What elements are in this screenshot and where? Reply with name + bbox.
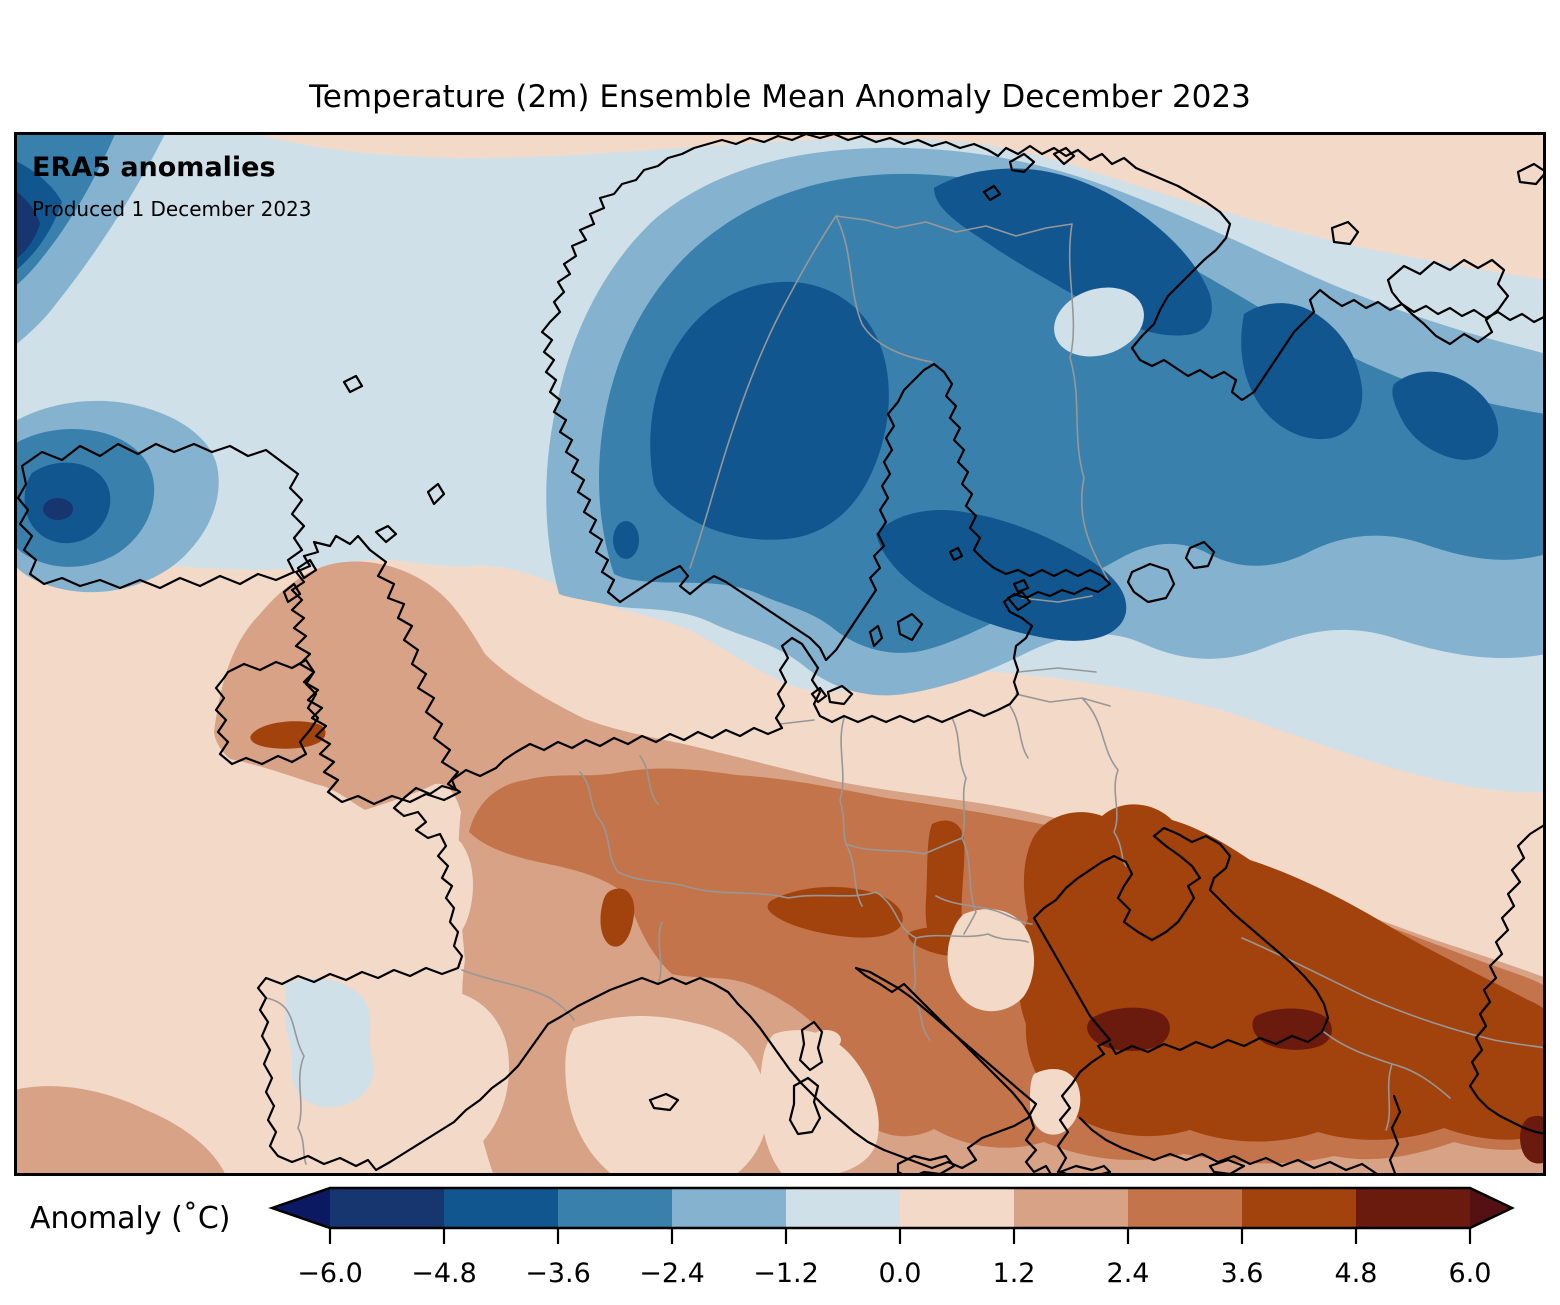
fill-cold-core-sweden	[650, 281, 889, 540]
colorbar-under-arrow	[272, 1188, 330, 1228]
produced-label: Produced 1 December 2023	[32, 197, 312, 221]
colorbar-tick-label: 0.0	[879, 1258, 922, 1289]
fill-pale-white-sea	[1054, 287, 1144, 357]
coastline-aegean-black-sea	[1032, 826, 1330, 1174]
coastline-great-britain	[290, 534, 462, 806]
colorbar-tick-label: −6.0	[297, 1258, 363, 1289]
fill-hot-england	[250, 721, 326, 749]
coastline-ireland	[214, 658, 320, 766]
fill-pocket-biscay	[363, 823, 474, 957]
colorbar-over-arrow	[1470, 1188, 1512, 1228]
colorbar-segment	[786, 1188, 900, 1228]
colorbar-segment	[1128, 1188, 1242, 1228]
colorbar-segment	[1242, 1188, 1356, 1228]
fill-cool-pocket-iberia	[284, 978, 374, 1108]
era5-label: ERA5 anomalies	[32, 152, 276, 183]
coastline-caspian	[1468, 822, 1546, 1136]
fill-pocket-greece-north	[811, 1030, 841, 1050]
fill-pocket-west-med	[565, 1016, 768, 1176]
fill-cool-mid-corner	[14, 132, 116, 287]
fill-hot-west-ukraine	[925, 820, 965, 955]
colorbar-segment	[1014, 1188, 1128, 1228]
fill-pocket-iberia	[242, 980, 509, 1176]
fill-hot-alps	[600, 888, 635, 947]
colorbar: Anomaly (˚C) −6.0 −4.8 −3.6 −2.4 −1.2 0.0 1.2 2…	[0, 1180, 1560, 1305]
colorbar-tick-label: −2.4	[639, 1258, 705, 1289]
fill-pocket-west-black-sea	[947, 909, 1035, 1012]
colorbar-tick-label: −1.2	[753, 1258, 819, 1289]
coastline-baltic	[494, 362, 1112, 770]
colorbar-segment	[672, 1188, 786, 1228]
colorbar-tick-label: 6.0	[1449, 1258, 1492, 1289]
fill-warm-tan-sw-corner	[14, 1086, 226, 1176]
colorbar-segment	[900, 1188, 1014, 1228]
coastline-iceland	[16, 442, 306, 590]
anomaly-map: ERA5 anomalies Produced 1 December 2023	[14, 132, 1546, 1176]
colorbar-canvas: Anomaly (˚C) −6.0 −4.8 −3.6 −2.4 −1.2 0.0 1.2 2…	[30, 1186, 1515, 1289]
coastline-islands	[282, 146, 1546, 1176]
colorbar-segment	[330, 1188, 444, 1228]
colorbar-label: Anomaly (˚C)	[30, 1201, 230, 1236]
colorbar-tick-label: −4.8	[411, 1258, 477, 1289]
fill-navy-corner	[14, 190, 40, 260]
colorbar-segment	[1356, 1188, 1470, 1228]
map-frame	[14, 132, 1546, 1176]
country-borders	[265, 215, 1546, 1165]
fill-cold-core-arkhangelsk	[1241, 303, 1363, 440]
fill-hot-bosnia	[767, 886, 903, 938]
fill-pocket-toulouse	[288, 890, 340, 924]
colorbar-tick-label: 4.8	[1335, 1258, 1378, 1289]
coastline-turkey-south	[1078, 1094, 1402, 1176]
colorbar-segment	[444, 1188, 558, 1228]
fill-cold-core-bothnia	[876, 510, 1127, 641]
fill-pocket-aegean	[1030, 1069, 1081, 1135]
fill-cold-spot-fjord	[613, 521, 639, 559]
fill-hot-black-sea-caucasus	[1017, 804, 1546, 1142]
coastline-west-europe-med	[256, 766, 1054, 1176]
colorbar-segments	[272, 1188, 1512, 1228]
fill-cold-core-novaya-zemlya	[1392, 371, 1499, 460]
fill-pocket-greece-south	[843, 1131, 869, 1149]
fill-cool-mid-scandinavia	[599, 173, 1546, 653]
colorbar-ticks: −6.0 −4.8 −3.6 −2.4 −1.2 0.0 1.2 2.4 3.6 4.8 6.0	[297, 1228, 1491, 1289]
colorbar-tick-label: 2.4	[1107, 1258, 1150, 1289]
colorbar-tick-label: −3.6	[525, 1258, 591, 1289]
coastline-scandinavia-arctic	[540, 132, 1546, 604]
colorbar-tick-label: 1.2	[993, 1258, 1036, 1289]
map-canvas: ERA5 anomalies Produced 1 December 2023	[14, 132, 1546, 1176]
figure-title: Temperature (2m) Ensemble Mean Anomaly D…	[309, 79, 1251, 115]
colorbar-segment	[558, 1188, 672, 1228]
fill-cold-core-kola	[934, 168, 1212, 336]
colorbar-tick-label: 3.6	[1221, 1258, 1264, 1289]
fill-navy-iceland	[43, 498, 73, 520]
